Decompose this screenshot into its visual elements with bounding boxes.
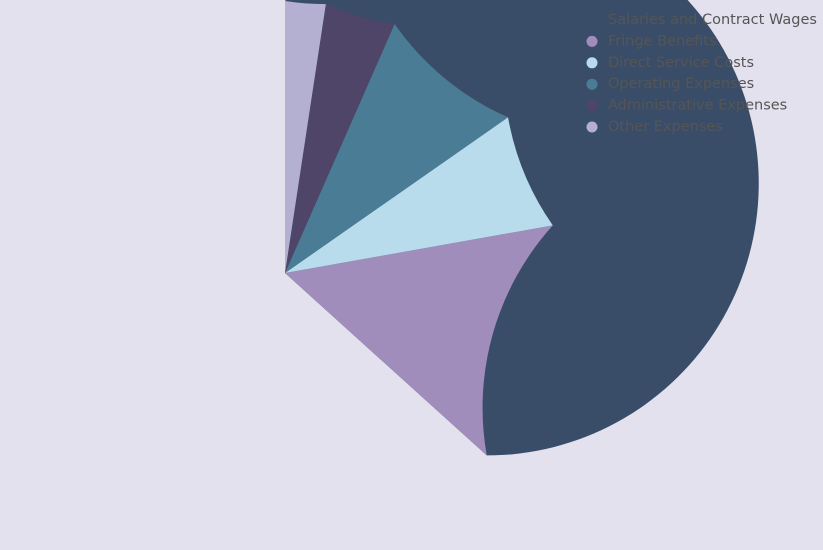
pie-slice xyxy=(285,225,553,456)
pie-slice xyxy=(285,117,553,273)
legend-label: Salaries and Contract Wages xyxy=(608,12,817,28)
legend-marker xyxy=(586,78,598,90)
pie-slice xyxy=(285,24,509,274)
legend-label: Administrative Expenses xyxy=(608,98,787,114)
legend-label: Other Expenses xyxy=(608,119,723,135)
pie-slice xyxy=(285,1,326,273)
pie-slice xyxy=(285,4,395,273)
legend-marker xyxy=(586,14,598,26)
legend-marker xyxy=(586,35,598,47)
legend-label: Direct Service Costs xyxy=(608,55,754,71)
legend-marker xyxy=(586,57,598,69)
legend-label: Operating Expenses xyxy=(608,76,754,92)
legend-marker xyxy=(586,100,598,112)
legend-label: Fringe Benefits xyxy=(608,33,717,49)
legend-marker xyxy=(586,121,598,133)
